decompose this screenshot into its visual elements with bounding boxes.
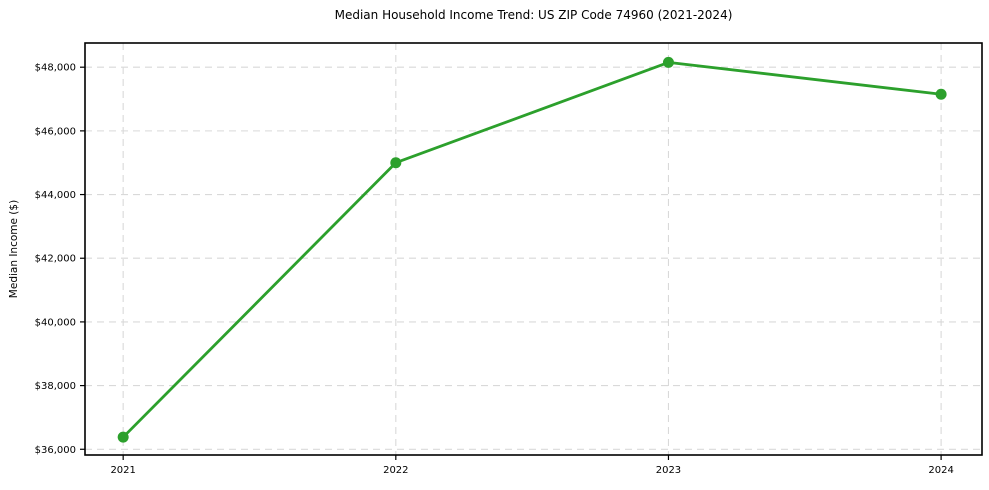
data-point — [662, 56, 674, 68]
trend-line — [121, 61, 943, 439]
y-tick-label: $44,000 — [35, 190, 76, 201]
y-tick-label: $38,000 — [35, 381, 76, 392]
y-tick-label: $48,000 — [35, 63, 76, 74]
y-tick-label: $42,000 — [35, 254, 76, 265]
y-tick-label: $36,000 — [35, 445, 76, 456]
x-tick-label: 2021 — [110, 465, 135, 476]
data-point — [117, 431, 129, 443]
plot-border — [84, 42, 983, 456]
y-tick-label: $46,000 — [35, 126, 76, 137]
y-tick-label: $40,000 — [35, 317, 76, 328]
data-point — [935, 88, 947, 100]
x-tick-label: 2023 — [656, 465, 681, 476]
x-tick-label: 2024 — [928, 465, 953, 476]
x-tick-label: 2022 — [383, 465, 408, 476]
data-point — [390, 157, 402, 169]
chart-title: Median Household Income Trend: US ZIP Co… — [334, 8, 733, 22]
